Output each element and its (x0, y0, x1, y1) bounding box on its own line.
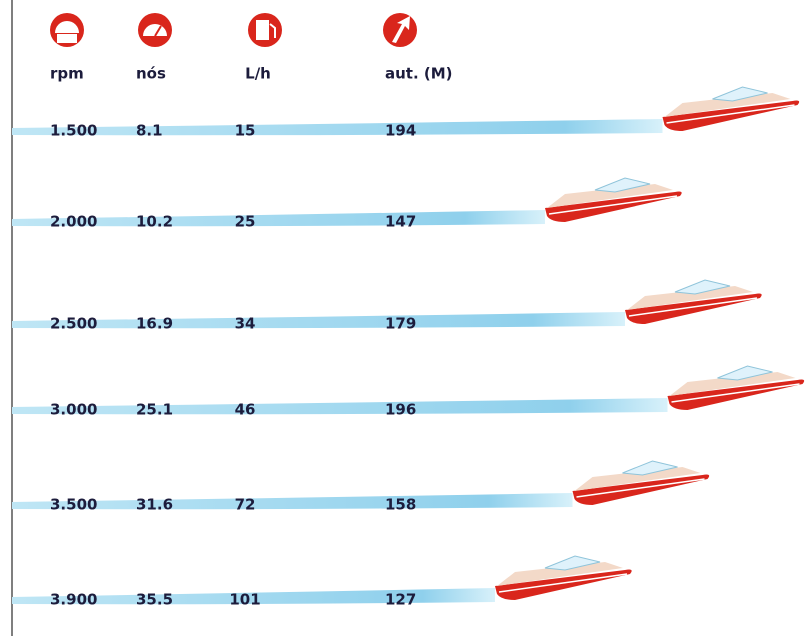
boat-hull (545, 191, 682, 222)
wake (12, 210, 545, 227)
cell: 34 (235, 315, 256, 333)
boat-stripe (548, 195, 678, 215)
boat-stripe (671, 383, 800, 403)
boat (572, 460, 710, 505)
boat-windshield (622, 460, 678, 476)
wake (12, 398, 668, 415)
boat-stripe (576, 478, 705, 498)
column-header: rpm (50, 65, 84, 83)
cell: 46 (235, 401, 256, 419)
cell: 127 (385, 591, 416, 609)
cell: 2.000 (50, 213, 97, 231)
cell: 16.9 (136, 315, 173, 333)
boat-stripe (666, 104, 795, 124)
cell: 196 (385, 401, 416, 419)
boat-stripe (628, 297, 758, 317)
cell: 25 (235, 213, 256, 231)
column-header: aut. (M) (385, 65, 453, 83)
cell: 194 (385, 122, 416, 140)
boat (545, 177, 682, 222)
boat-deck (497, 562, 623, 586)
boat-hull (495, 569, 632, 600)
cell: 72 (235, 496, 256, 514)
cell: 1.500 (50, 122, 97, 140)
cell: 3.000 (50, 401, 97, 419)
boat-deck (664, 93, 791, 117)
cell: 10.2 (136, 213, 173, 231)
boat-windshield (712, 86, 768, 102)
boat-windshield (544, 555, 601, 571)
cell: 3.500 (50, 496, 97, 514)
cell: 179 (385, 315, 416, 333)
wake (12, 588, 495, 605)
wake (12, 312, 625, 329)
cell: 35.5 (136, 591, 173, 609)
boat-deck (627, 286, 753, 310)
wake (12, 119, 663, 136)
boat (662, 86, 800, 131)
icon-fuel (248, 13, 282, 47)
column-header: L/h (245, 65, 271, 83)
cell: 25.1 (136, 401, 173, 419)
cell: 101 (229, 591, 260, 609)
cell: 158 (385, 496, 416, 514)
cell: 3.900 (50, 591, 97, 609)
wake (12, 493, 573, 510)
cell: 15 (235, 122, 256, 140)
cell: 31.6 (136, 496, 173, 514)
boat-hull (667, 379, 805, 410)
boat (667, 365, 805, 410)
boat-hull (662, 100, 800, 131)
cell: 147 (385, 213, 416, 231)
boat-deck (574, 467, 701, 491)
boat-windshield (674, 279, 731, 295)
boat-windshield (717, 365, 773, 381)
icon-speed (138, 13, 172, 47)
boat-stripe (498, 573, 628, 593)
boat-hull (625, 293, 762, 324)
cell: 2.500 (50, 315, 97, 333)
boat-deck (547, 184, 673, 208)
boat-deck (669, 372, 796, 396)
icon-range (383, 13, 417, 47)
boat (625, 279, 762, 324)
boat-windshield (594, 177, 651, 193)
boat (495, 555, 632, 600)
icon-rpm (50, 13, 84, 47)
cell: 8.1 (136, 122, 163, 140)
column-header: nós (136, 65, 166, 83)
boat-hull (572, 474, 710, 505)
